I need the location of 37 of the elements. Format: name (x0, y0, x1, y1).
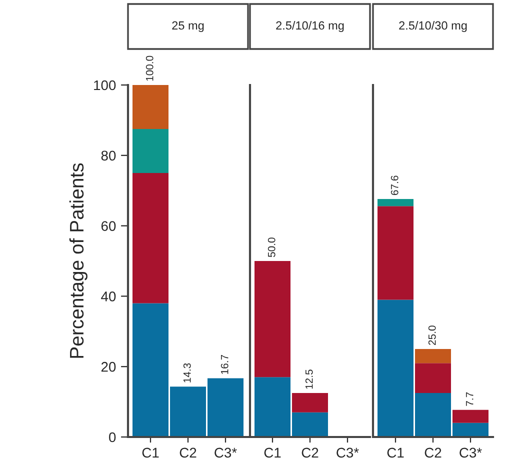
total-label: 16.7 (220, 354, 228, 374)
y-tick-label: 60 (101, 221, 116, 231)
y-tick-label: 100 (94, 80, 116, 90)
y-tick-label: 20 (101, 362, 116, 372)
total-label: 12.5 (305, 370, 313, 389)
bar (378, 199, 414, 206)
bar (415, 363, 451, 393)
bar (132, 129, 168, 173)
bar (254, 261, 290, 378)
total-label: 50.0 (268, 238, 276, 258)
x-tick-label: C2 (424, 448, 442, 458)
chart-title: 25 mg (172, 21, 204, 32)
bar (292, 393, 328, 412)
y-tick-label: 40 (101, 292, 116, 302)
bar (452, 410, 488, 423)
total-label: 100.0 (146, 56, 154, 81)
total-label: 7.7 (466, 392, 474, 406)
bar (378, 206, 414, 300)
total-label: 67.6 (390, 176, 398, 195)
chart-title: 2.5/10/16 mg (276, 21, 344, 32)
total-label: 14.3 (183, 363, 191, 382)
y-tick-label: 80 (101, 150, 116, 161)
x-tick-label: C3* (214, 448, 237, 458)
y-tick-label: 0 (109, 432, 116, 442)
chart-title: 2.5/10/30 mg (399, 21, 467, 32)
x-tick-label: C1 (142, 448, 159, 458)
x-tick-label: C3* (460, 448, 482, 458)
x-tick-label: C1 (387, 448, 404, 458)
x-tick-label: C1 (264, 448, 281, 458)
total-label: 25.0 (428, 326, 436, 345)
bar (415, 349, 451, 364)
y-axis-title: Percentage of Patients (69, 163, 88, 358)
x-tick-label: C2 (180, 448, 196, 458)
bar (132, 85, 168, 129)
x-tick-label: C3* (336, 448, 359, 458)
bar (132, 173, 168, 304)
x-tick-label: C2 (302, 448, 318, 458)
